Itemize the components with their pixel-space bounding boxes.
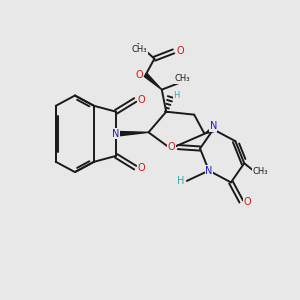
Text: O: O — [176, 46, 184, 56]
Text: N: N — [205, 166, 213, 176]
Text: O: O — [135, 70, 143, 80]
Text: CH₃: CH₃ — [132, 45, 147, 54]
Polygon shape — [144, 74, 162, 90]
Text: CH₃: CH₃ — [175, 74, 190, 83]
Text: O: O — [244, 196, 252, 206]
Text: H: H — [177, 176, 184, 186]
Text: H: H — [173, 91, 180, 100]
Polygon shape — [116, 131, 148, 136]
Text: O: O — [138, 163, 146, 173]
Polygon shape — [205, 127, 214, 134]
Text: N: N — [210, 122, 217, 131]
Text: CH₃: CH₃ — [253, 167, 268, 176]
Text: O: O — [138, 95, 146, 105]
Text: O: O — [168, 142, 175, 152]
Text: N: N — [112, 129, 120, 139]
